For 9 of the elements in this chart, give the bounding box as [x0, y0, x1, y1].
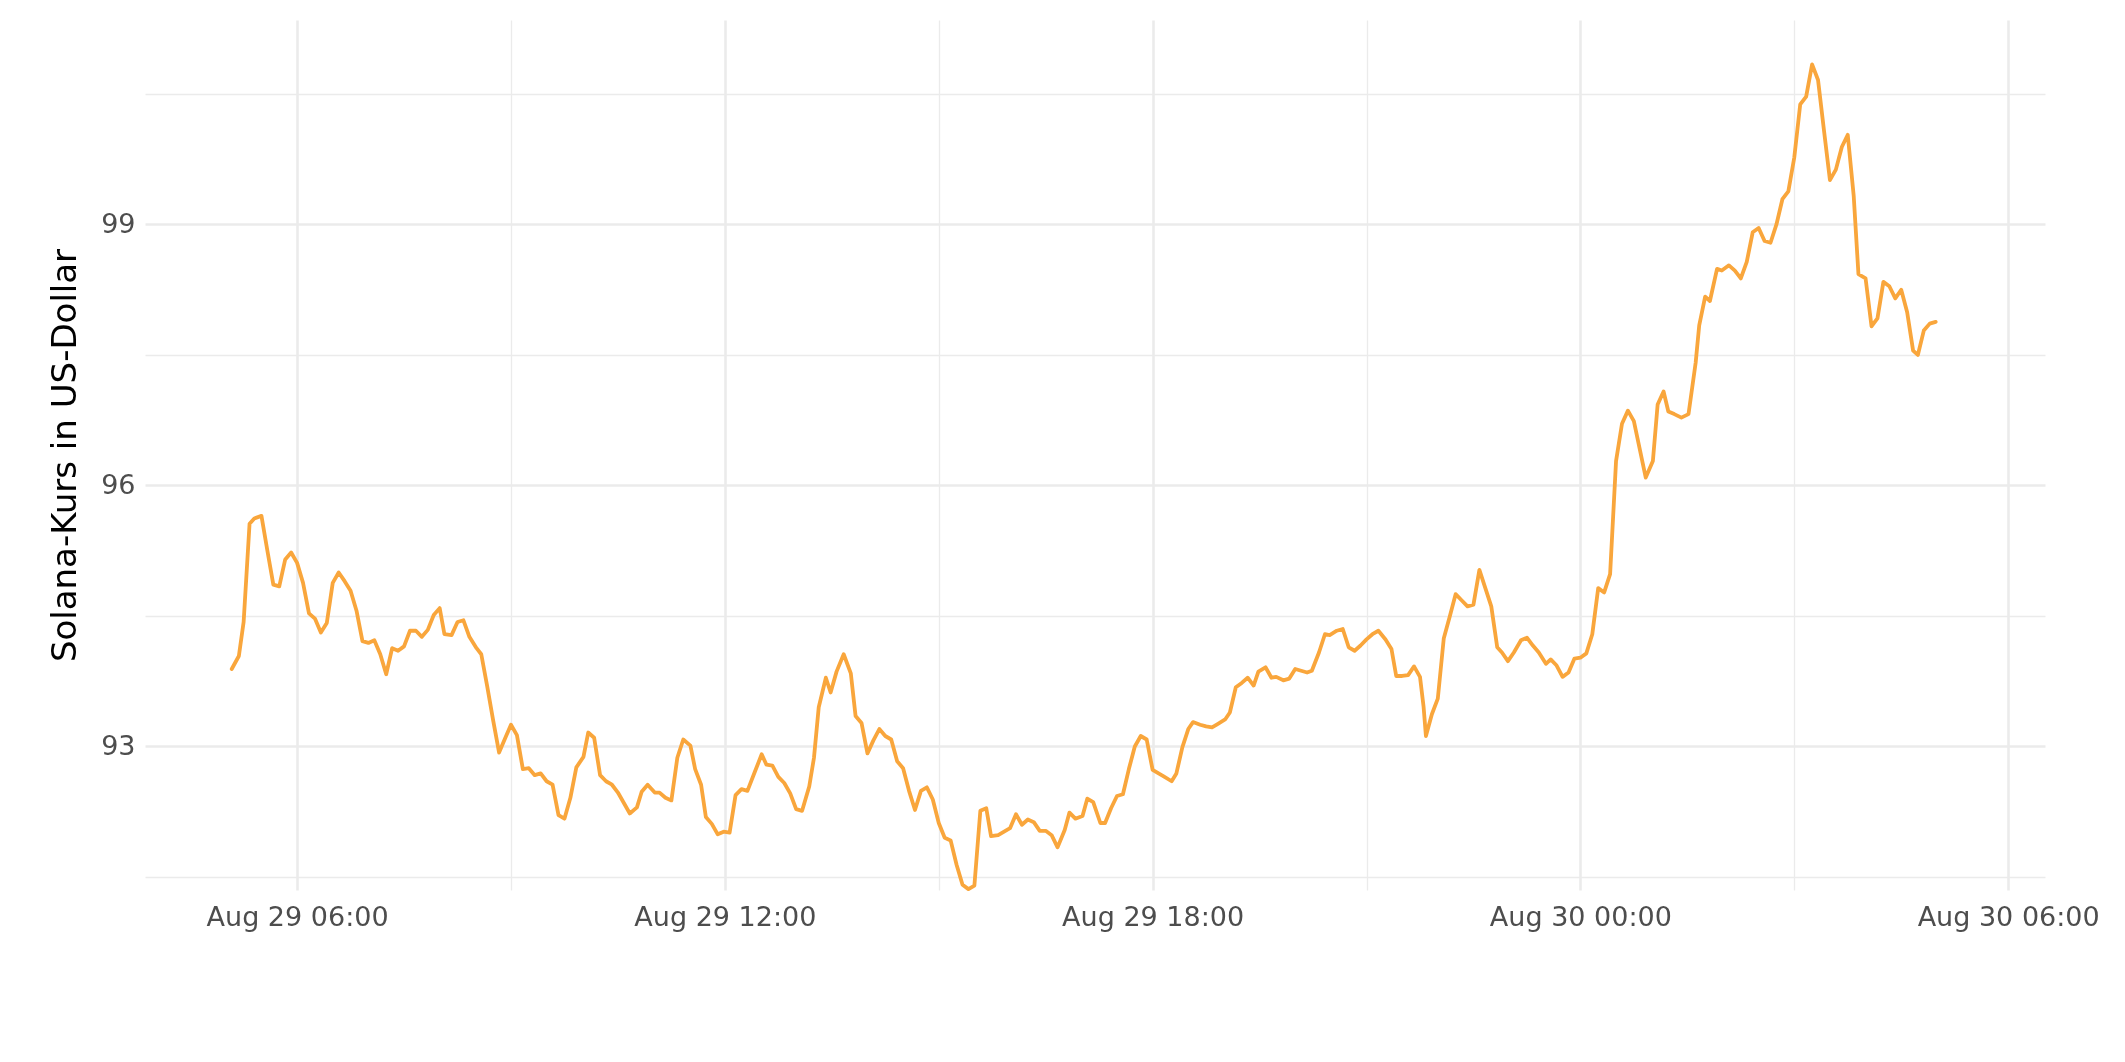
x-tick-label: Aug 30 00:00: [1489, 900, 1672, 932]
y-tick-label: 96: [101, 468, 136, 500]
x-tick-label: Aug 30 06:00: [1917, 900, 2100, 932]
x-tick-label: Aug 29 06:00: [206, 900, 389, 932]
x-tick-label: Aug 29 12:00: [634, 900, 817, 932]
y-axis-title: Solana-Kurs in US-Dollar: [44, 248, 85, 663]
y-tick-label: 93: [101, 729, 136, 761]
y-tick-label: 99: [101, 207, 136, 239]
x-tick-label: Aug 29 18:00: [1062, 900, 1245, 932]
